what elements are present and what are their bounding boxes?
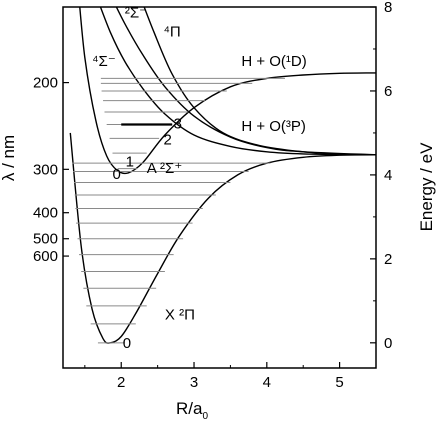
annotation-5: X ²Π (165, 307, 195, 324)
y-tick-label-3: 6 (384, 83, 392, 100)
nm-tick-label-3: 500 (33, 231, 58, 248)
x-tick-label-2: 4 (263, 374, 271, 391)
y-tick-label-0: 0 (384, 335, 392, 352)
curve-2 (99, 7, 376, 156)
x-tick-label-1: 3 (190, 374, 198, 391)
annotation-1: 0 (112, 166, 120, 183)
annotation-6: A ²Σ⁺ (147, 160, 183, 177)
annotation-11: H + O(³P) (241, 118, 306, 135)
annotation-7: ⁴Σ⁻ (92, 53, 116, 70)
nm-tick-label-4: 600 (33, 248, 58, 265)
x-tick-label-0: 2 (117, 374, 125, 391)
annotation-2: 1 (126, 154, 134, 171)
annotation-3: 2 (163, 132, 171, 149)
y-tick-label-1: 2 (384, 251, 392, 268)
curve-1 (79, 7, 376, 175)
right-axis-title: Energy / eV (417, 142, 436, 231)
x-axis-title: R/a0 (176, 399, 208, 422)
annotation-9: ⁴Π (163, 23, 180, 40)
nm-tick-label-0: 200 (33, 75, 58, 92)
nm-tick-label-2: 400 (33, 205, 58, 222)
vibrational-levels-layer (72, 77, 286, 344)
annotation-0: 0 (123, 335, 131, 352)
curve-4 (143, 7, 376, 156)
annotation-4: 3 (174, 116, 182, 133)
curve-0 (69, 132, 376, 344)
y-tick-label-4: 8 (384, 0, 392, 16)
curves-layer (69, 7, 376, 344)
y-tick-label-2: 4 (384, 167, 392, 184)
annotation-8: ²Σ⁻ (125, 4, 147, 21)
left-axis-title: λ / nm (0, 135, 18, 181)
x-tick-label-3: 5 (335, 374, 343, 391)
nm-tick-label-1: 300 (33, 161, 58, 178)
plot-frame (62, 6, 377, 369)
annotation-10: H + O(¹D) (241, 53, 306, 70)
